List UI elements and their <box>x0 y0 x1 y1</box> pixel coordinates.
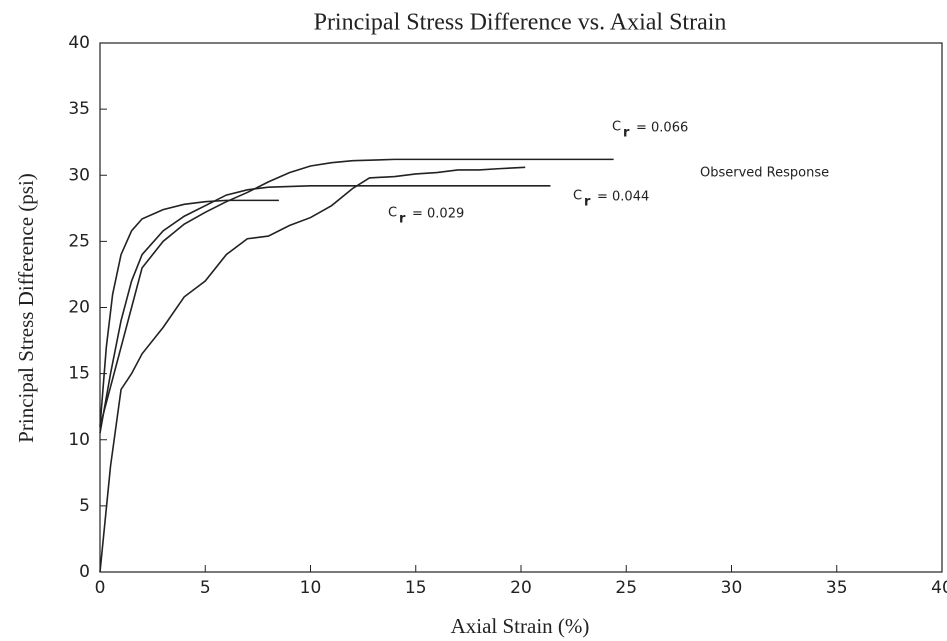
annotation-subscript: r <box>399 212 406 227</box>
x-tick-label: 10 <box>300 578 322 598</box>
chart-title: Principal Stress Difference vs. Axial St… <box>314 10 727 36</box>
annotation-text: = 0.044 <box>597 190 649 205</box>
x-tick-label: 40 <box>931 578 947 598</box>
annotation-text: C <box>573 189 582 204</box>
curve <box>99 199 279 427</box>
x-axis-label: Axial Strain (%) <box>451 614 590 638</box>
curve <box>99 185 551 434</box>
x-tick-label: 0 <box>95 578 106 598</box>
y-tick-label: 25 <box>68 231 90 251</box>
y-tick-label: 40 <box>68 33 90 53</box>
y-tick-label: 30 <box>68 165 90 185</box>
curve <box>99 166 526 573</box>
annotation-text: Observed Response <box>700 166 829 181</box>
y-tick-label: 35 <box>68 99 90 119</box>
y-axis-label: Principal Stress Difference (psi) <box>14 173 38 443</box>
annotation-text: C <box>388 206 397 221</box>
y-tick-label: 15 <box>68 364 90 384</box>
y-tick-label: 0 <box>79 562 90 582</box>
y-tick-label: 10 <box>68 430 90 450</box>
x-tick-label: 15 <box>405 578 427 598</box>
plot-frame <box>99 42 943 573</box>
annotation-subscript: r <box>584 195 591 210</box>
annotation-text: = 0.029 <box>412 207 464 222</box>
x-tick-label: 30 <box>721 578 743 598</box>
x-tick-label: 20 <box>510 578 532 598</box>
annotation-text: C <box>612 120 621 135</box>
x-tick-label: 5 <box>200 578 211 598</box>
y-tick-label: 20 <box>68 298 90 318</box>
annotation-text: = 0.066 <box>636 121 688 136</box>
annotation-subscript: r <box>623 126 630 141</box>
annotation: Observed Response <box>700 166 829 181</box>
x-tick-label: 25 <box>615 578 637 598</box>
curve <box>99 158 614 427</box>
x-tick-label: 35 <box>826 578 848 598</box>
y-tick-label: 5 <box>79 496 90 516</box>
